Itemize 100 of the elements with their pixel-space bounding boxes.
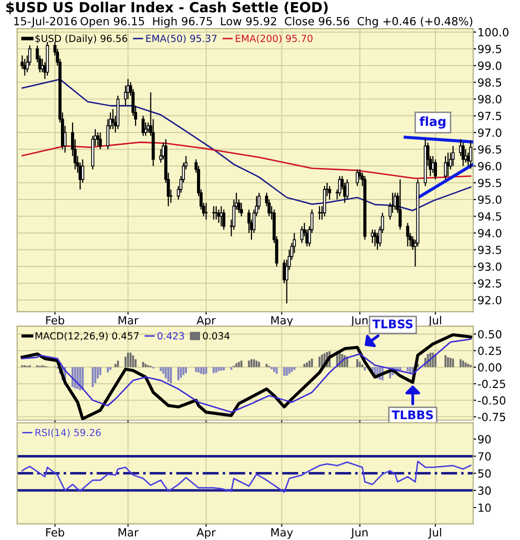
candlestick [96, 132, 100, 146]
bar [452, 358, 454, 368]
x-tick-label: Jun [350, 528, 368, 539]
candlestick [222, 209, 226, 230]
bar [215, 367, 218, 372]
candlestick [111, 108, 114, 130]
y-tick-label: 97.0 [478, 128, 502, 137]
candlestick [373, 229, 376, 247]
candlestick [451, 145, 455, 167]
y-tick-label: 94.5 [478, 212, 502, 221]
y-tick-label: 99.0 [478, 62, 502, 70]
legend-label: $USD (Daily) 96.56 [35, 34, 128, 44]
bar [364, 367, 366, 370]
candlestick [98, 132, 102, 150]
bar [132, 355, 134, 368]
bar [200, 367, 202, 374]
bar [220, 367, 222, 370]
bar [464, 362, 467, 368]
bar [130, 352, 132, 368]
y-tick-label: 98.0 [478, 95, 502, 104]
x-tick-label: Jul [428, 316, 442, 327]
bar [202, 367, 205, 374]
candlestick [328, 186, 332, 200]
bar [409, 367, 412, 372]
x-tick-label: Jun [350, 316, 368, 327]
bar [450, 358, 452, 368]
bar [361, 364, 364, 368]
legend-label: EMA(50) 95.37 [146, 34, 217, 44]
bar [460, 359, 462, 368]
bar [446, 357, 450, 368]
bar [310, 358, 313, 368]
legend-label: MACD(12,26,9) 0.457 [36, 332, 139, 341]
candlestick [406, 222, 410, 247]
y-tick-label: 100.0 [478, 28, 508, 36]
bar [164, 367, 167, 378]
bar [99, 367, 102, 376]
bar [76, 367, 79, 390]
bar [109, 367, 112, 370]
bar [308, 360, 310, 368]
bar [444, 355, 446, 368]
x-tick-label: Feb [46, 316, 64, 324]
bar [184, 367, 187, 374]
annotation: flag [420, 116, 446, 129]
x-tick-label: Feb [46, 528, 64, 537]
candlestick [370, 229, 374, 244]
bar [290, 367, 293, 372]
bar [177, 367, 180, 380]
legend-label: 0.034 [202, 332, 230, 340]
bar [276, 367, 278, 374]
y-tick-label: 10 [478, 504, 491, 512]
candlestick [240, 202, 243, 217]
bar [134, 359, 137, 368]
bar [250, 359, 252, 368]
candlestick [346, 178, 349, 200]
y-tick-label: 0.25 [478, 346, 502, 356]
x-tick-label: Apr [196, 528, 216, 539]
bar [124, 356, 127, 368]
x-tick-label: May [271, 316, 293, 327]
text: Open 96.15 High 96.75 Low 95.92 Close 96.56 Chg +0.46 (+0.48%) [80, 16, 472, 28]
x-tick-label: Jul [428, 528, 442, 539]
candlestick [398, 178, 402, 230]
y-tick-label: 99.5 [478, 44, 502, 54]
y-tick-label: 95.0 [478, 195, 502, 204]
bar [170, 367, 172, 384]
bar [318, 356, 321, 368]
bar [273, 367, 276, 372]
y-tick-label: 97.5 [478, 112, 502, 120]
bar [82, 367, 84, 390]
y-tick-label: -0.75 [478, 412, 506, 422]
bar [116, 360, 119, 368]
y-tick-label: -0.25 [478, 380, 506, 388]
candlestick [318, 206, 322, 220]
y-tick-label: 96.5 [478, 145, 502, 154]
legend-label: 0.423 [158, 332, 184, 340]
candlestick [444, 155, 448, 180]
candlestick [212, 206, 216, 220]
candlestick [23, 58, 26, 76]
y-tick-label: 0.50 [478, 330, 502, 338]
bar [252, 359, 256, 368]
bar [74, 367, 76, 388]
bar [127, 352, 130, 368]
y-tick-label: 95.5 [478, 178, 502, 188]
bar [288, 367, 290, 374]
candlestick [214, 206, 218, 220]
bar [235, 363, 238, 368]
x-tick-label: May [271, 528, 293, 539]
candlestick [434, 158, 437, 180]
y-tick-label: 98.5 [478, 78, 502, 87]
y-tick-label: 96.0 [478, 162, 502, 170]
bar [283, 367, 286, 376]
x-tick-label: Apr [196, 316, 216, 327]
candlestick [462, 142, 465, 167]
bar [222, 367, 225, 370]
bar [358, 362, 361, 368]
candlestick [322, 186, 326, 217]
bar [160, 367, 162, 372]
bar [142, 362, 144, 368]
bar [258, 362, 260, 368]
y-tick-label: 93.5 [478, 246, 502, 254]
bar [306, 362, 308, 368]
